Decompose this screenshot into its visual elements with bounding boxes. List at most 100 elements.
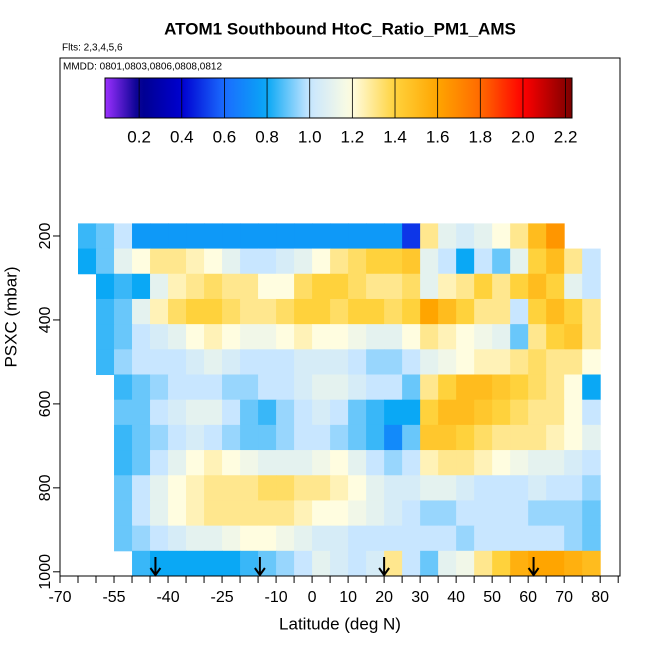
heatmap-cell xyxy=(186,349,205,376)
x-tick-label: 70 xyxy=(555,589,573,606)
heatmap-cell xyxy=(438,349,457,376)
heatmap-cell xyxy=(330,223,349,250)
heatmap-cell xyxy=(564,475,583,501)
heatmap-cell xyxy=(204,374,223,401)
heatmap-cell xyxy=(456,349,475,376)
heatmap-cell xyxy=(204,475,223,501)
heatmap-cell xyxy=(402,298,421,325)
heatmap-cell xyxy=(294,248,313,275)
heatmap-cell xyxy=(276,475,295,501)
heatmap-cell xyxy=(348,273,367,300)
heatmap-cell xyxy=(456,324,475,350)
heatmap-cell xyxy=(564,450,583,476)
heatmap-cell xyxy=(222,374,241,401)
heatmap-cell xyxy=(240,424,259,451)
heatmap-cell xyxy=(474,298,493,325)
heatmap-cell xyxy=(402,550,421,577)
heatmap-cell xyxy=(132,298,151,325)
heatmap-cell xyxy=(474,223,493,250)
heatmap-cell xyxy=(384,248,403,275)
heatmap-cell xyxy=(276,374,295,401)
heatmap-cell xyxy=(456,399,475,426)
heatmap-cell xyxy=(582,349,601,376)
heatmap-cell xyxy=(204,525,223,552)
heatmap-cell xyxy=(456,475,475,501)
heatmap-cell xyxy=(294,450,313,476)
heatmap-cell xyxy=(366,450,385,476)
heatmap-cell xyxy=(204,349,223,376)
heatmap-cell xyxy=(402,424,421,451)
x-tick-label: 10 xyxy=(339,589,357,606)
heatmap-cell xyxy=(474,525,493,552)
heatmap-cell xyxy=(150,223,169,250)
heatmap-cell xyxy=(564,525,583,552)
heatmap-cell xyxy=(474,550,493,577)
heatmap-cell xyxy=(348,424,367,451)
subtitle: Flts: 2,3,4,5,6 xyxy=(62,43,123,54)
heatmap-cell xyxy=(330,248,349,275)
heatmap-cell xyxy=(474,500,493,527)
heatmap-cell xyxy=(510,550,529,577)
heatmap-cell xyxy=(564,248,583,275)
heatmap-cell xyxy=(438,500,457,527)
heatmap-cell xyxy=(492,223,511,250)
heatmap-cell xyxy=(564,273,583,300)
heatmap-cell xyxy=(114,450,133,476)
heatmap-cell xyxy=(186,550,205,577)
heatmap-cell xyxy=(402,349,421,376)
heatmap-cell xyxy=(294,475,313,501)
heatmap-cell xyxy=(168,349,187,376)
heatmap-cell xyxy=(258,273,277,300)
heatmap-cell xyxy=(222,399,241,426)
heatmap-cell xyxy=(114,424,133,451)
heatmap-cell xyxy=(438,475,457,501)
heatmap-cell xyxy=(186,500,205,527)
heatmap-cell xyxy=(420,475,439,501)
heatmap-cell xyxy=(546,324,565,350)
heatmap-cell xyxy=(312,374,331,401)
heatmap-cell xyxy=(186,273,205,300)
heatmap-cell xyxy=(366,223,385,250)
heatmap-cell xyxy=(312,450,331,476)
heatmap-cell xyxy=(168,399,187,426)
heatmap-cell xyxy=(420,349,439,376)
heatmap-cell xyxy=(168,324,187,350)
heatmap-cell xyxy=(96,324,115,350)
heatmap-cell xyxy=(420,273,439,300)
heatmap-cell xyxy=(312,223,331,250)
heatmap-cell xyxy=(312,324,331,350)
heatmap-cell xyxy=(114,324,133,350)
heatmap-cell xyxy=(492,550,511,577)
heatmap-cell xyxy=(546,223,565,250)
x-tick-label: 60 xyxy=(519,589,537,606)
plot-frame xyxy=(59,57,621,577)
y-tick-label: 200 xyxy=(37,223,54,250)
heatmap-cell xyxy=(420,500,439,527)
heatmap-cell xyxy=(384,273,403,300)
heatmap-cell xyxy=(384,475,403,501)
heatmap-cell xyxy=(528,424,547,451)
heatmap-cell xyxy=(330,374,349,401)
heatmap-cell xyxy=(510,475,529,501)
heatmap-cell xyxy=(240,273,259,300)
heatmap-cell xyxy=(582,273,601,300)
heatmap-cell xyxy=(96,349,115,376)
heatmap-cell xyxy=(168,525,187,552)
heatmap-cell xyxy=(510,349,529,376)
heatmap-cell xyxy=(168,298,187,325)
heatmap-cell xyxy=(330,424,349,451)
heatmap-cell xyxy=(240,475,259,501)
heatmap-cell xyxy=(384,424,403,451)
heatmap-cell xyxy=(420,525,439,552)
heatmap-cell xyxy=(582,475,601,501)
heatmap-cell xyxy=(384,450,403,476)
heatmap-cell xyxy=(366,424,385,451)
heatmap-cell xyxy=(168,450,187,476)
heatmap-cell xyxy=(348,399,367,426)
heatmap-cell xyxy=(240,399,259,426)
colorbar-tick-label: 1.0 xyxy=(298,127,322,146)
heatmap-cell xyxy=(132,324,151,350)
y-axis-label: PSXC (mbar) xyxy=(1,266,20,367)
arrow xyxy=(254,557,266,577)
heatmap-cell xyxy=(114,349,133,376)
